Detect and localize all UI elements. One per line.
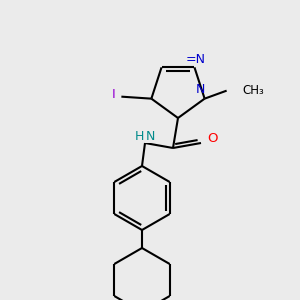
Text: CH₃: CH₃ xyxy=(243,84,264,97)
Text: H: H xyxy=(134,130,144,142)
Text: N: N xyxy=(196,83,205,96)
Text: O: O xyxy=(207,131,217,145)
Text: =N: =N xyxy=(185,53,206,66)
Text: N: N xyxy=(145,130,155,142)
Text: I: I xyxy=(112,88,115,101)
